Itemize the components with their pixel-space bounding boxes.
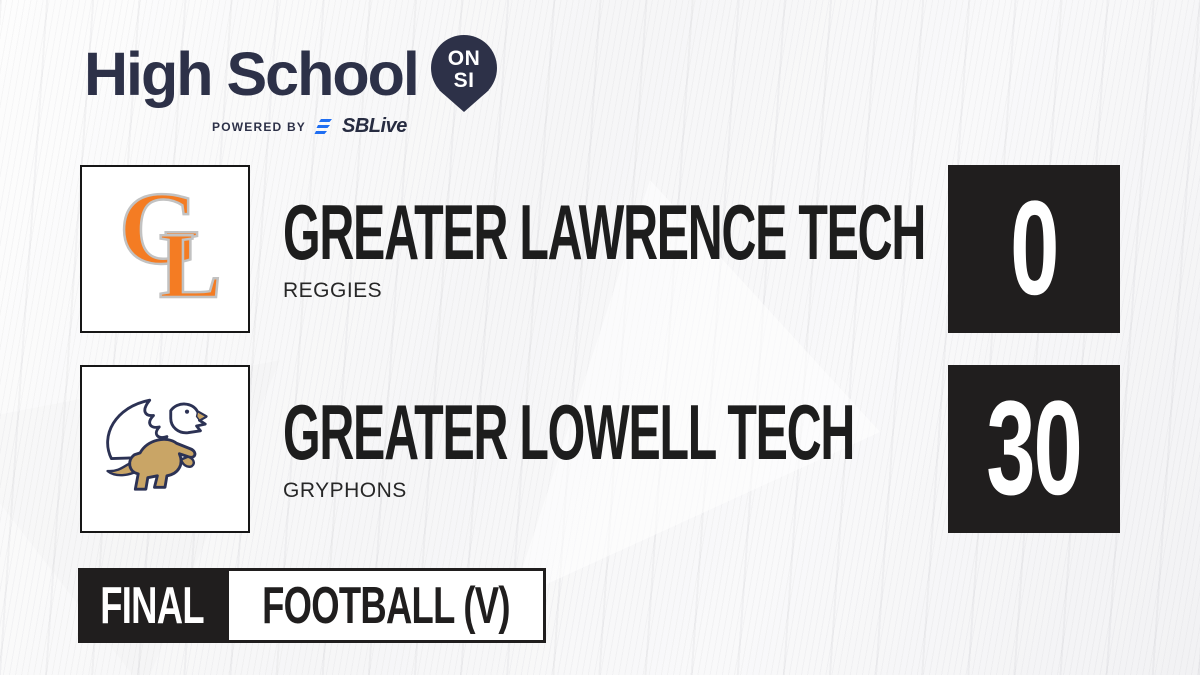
status-bar: FINAL FOOTBALL (V)	[78, 568, 546, 643]
team-info: GREATER LOWELL TECH GRYPHONS	[250, 365, 948, 533]
powered-by-label: POWERED BY	[212, 119, 307, 134]
team-row-home: GREATER LOWELL TECH GRYPHONS 30	[80, 365, 1120, 533]
team-name: GREATER LOWELL TECH	[283, 387, 855, 476]
team-logo-box	[80, 365, 250, 533]
team-score: 30	[986, 374, 1083, 523]
team-row-away: G L GREATER LAWRENCE TECH REGGIES 0	[80, 165, 1120, 333]
monogram-letter-g: G	[118, 171, 201, 286]
on-si-pin-icon: ON SI	[430, 35, 497, 112]
site-title: High School	[84, 39, 420, 108]
gryphon-mascot-icon	[106, 398, 208, 491]
score-box: 30	[948, 365, 1120, 533]
team-name: GREATER LAWRENCE TECH	[283, 187, 926, 276]
sblive-wordmark: SBLive	[342, 115, 407, 137]
status-badge: FINAL	[78, 568, 226, 643]
powered-by-row: POWERED BY SBLive	[84, 115, 500, 138]
brand-line: High School ON SI	[84, 35, 500, 112]
header: High School ON SI POWERED BY SBLive	[84, 35, 500, 138]
greater-lawrence-monogram-icon: G L	[101, 175, 229, 323]
team-mascot: GRYPHONS	[283, 479, 407, 503]
team-mascot: REGGIES	[283, 279, 383, 303]
event-badge: FOOTBALL (V)	[226, 568, 546, 643]
team-info: GREATER LAWRENCE TECH REGGIES	[250, 165, 948, 333]
pin-text-on: ON	[448, 47, 481, 70]
event-text: FOOTBALL (V)	[262, 576, 510, 635]
monogram-letter-l: L	[158, 214, 223, 318]
team-score: 0	[1010, 174, 1059, 323]
sblive-icon	[314, 118, 333, 134]
pin-text-si: SI	[453, 69, 474, 92]
team-logo-box: G L	[80, 165, 250, 333]
status-text: FINAL	[100, 576, 204, 635]
score-box: 0	[948, 165, 1120, 333]
